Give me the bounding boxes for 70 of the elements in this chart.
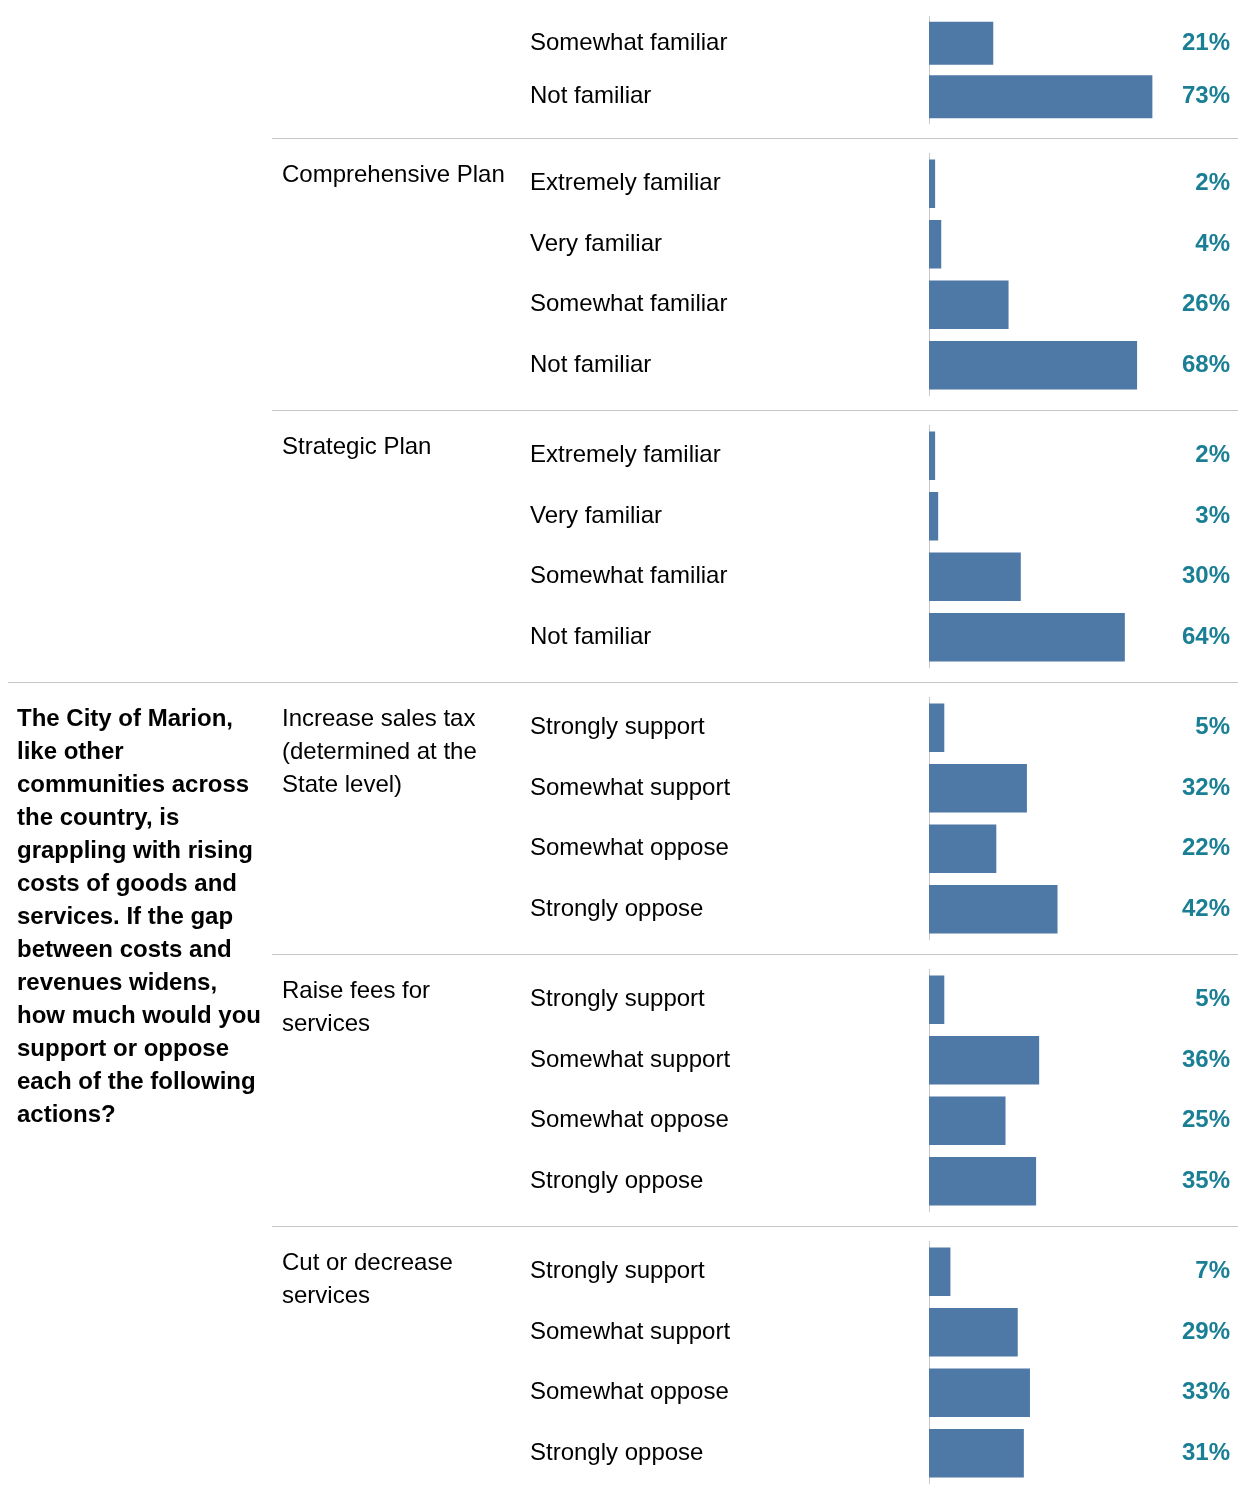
data-label: 42%: [1181, 893, 1230, 921]
text: Raise fees for services: [281, 975, 432, 1038]
y-tick-label: Strongly oppose: [530, 1165, 704, 1193]
y-tick-label: Strongly support: [530, 984, 706, 1012]
y-tick-label: Strongly oppose: [530, 893, 704, 921]
data-label: 22%: [1181, 833, 1230, 861]
bar: [929, 824, 997, 873]
bar: [929, 431, 936, 480]
y-tick-label: Somewhat oppose: [530, 1377, 729, 1405]
y-tick-label: Somewhat support: [530, 1316, 731, 1344]
bar: [929, 552, 1021, 601]
bar: [929, 1036, 1040, 1085]
y-tick-label: Not familiar: [530, 81, 652, 109]
data-label: 2%: [1195, 168, 1230, 196]
data-label: 30%: [1181, 561, 1230, 589]
data-label: 35%: [1181, 1165, 1230, 1193]
y-tick-label: Strongly support: [530, 1256, 706, 1284]
y-tick-label: Strongly support: [530, 712, 706, 740]
y-tick-label: Somewhat familiar: [530, 27, 728, 55]
bar: [929, 492, 939, 541]
bar: [929, 1308, 1018, 1357]
data-label: 33%: [1181, 1377, 1230, 1405]
bar: [929, 280, 1009, 329]
data-label: 5%: [1195, 712, 1230, 740]
bar: [929, 1247, 951, 1296]
bar: [929, 341, 1138, 390]
data-label: 25%: [1181, 1105, 1230, 1133]
y-tick-label: Somewhat support: [530, 1044, 731, 1072]
bar: [929, 613, 1125, 662]
y-tick-label: Strongly oppose: [530, 1437, 704, 1465]
y-tick-label: Somewhat familiar: [530, 289, 728, 317]
y-tick-label: Extremely familiar: [530, 440, 721, 468]
bar: [929, 885, 1058, 934]
bar: [929, 1096, 1006, 1145]
data-label: 4%: [1195, 228, 1230, 256]
data-label: 73%: [1181, 81, 1230, 109]
y-tick-label: Very familiar: [530, 228, 663, 256]
y-tick-label: Somewhat support: [530, 772, 731, 800]
data-label: 64%: [1181, 621, 1230, 649]
y-tick-label: Very familiar: [530, 500, 663, 528]
data-label: 7%: [1195, 1256, 1230, 1284]
text: Cut or decrease services: [281, 1247, 454, 1310]
bar: [929, 1368, 1030, 1417]
data-label: 26%: [1181, 289, 1230, 317]
y-tick-label: Extremely familiar: [530, 168, 721, 196]
y-tick-label: Not familiar: [530, 349, 652, 377]
bar: [929, 703, 945, 752]
data-label: 5%: [1195, 984, 1230, 1012]
text: Strategic Plan: [281, 431, 433, 461]
bar: [929, 1429, 1024, 1478]
y-tick-label: Not familiar: [530, 621, 652, 649]
data-label: 29%: [1181, 1316, 1230, 1344]
data-label: 68%: [1181, 349, 1230, 377]
bar: [929, 764, 1027, 813]
data-label: 21%: [1181, 27, 1230, 55]
data-label: 31%: [1181, 1437, 1230, 1465]
data-label: 2%: [1195, 440, 1230, 468]
y-tick-label: Somewhat oppose: [530, 1105, 729, 1133]
data-label: 3%: [1195, 500, 1230, 528]
data-label: 32%: [1181, 772, 1230, 800]
text: The City of Marion, like other communities across the country, is grappling with rising costs of goods and services. If the gap between costs and revenues widens, how much would you support or oppose each of the following actions?: [17, 704, 261, 1127]
bar: [929, 159, 936, 208]
bar: [929, 975, 945, 1024]
data-label: 36%: [1181, 1044, 1230, 1072]
text: Comprehensive Plan: [281, 159, 506, 189]
text: Increase sales tax (determined at the State level): [281, 703, 478, 799]
bar: [929, 1157, 1037, 1206]
y-tick-label: Somewhat familiar: [530, 561, 728, 589]
bar: [929, 220, 942, 269]
y-tick-label: Somewhat oppose: [530, 833, 729, 861]
